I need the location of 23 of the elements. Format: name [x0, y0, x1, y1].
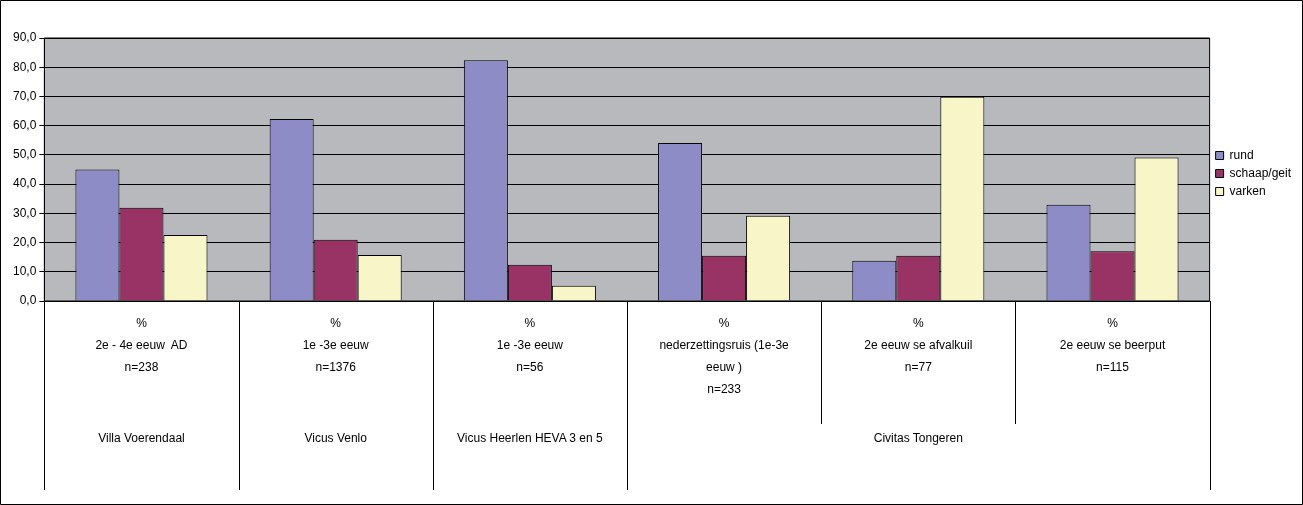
y-tick-label: 10,0 — [13, 264, 37, 279]
legend-label: schaap/geit — [1229, 165, 1292, 180]
y-tick-label: 90,0 — [13, 30, 37, 45]
y-tick-label: 40,0 — [13, 176, 37, 191]
legend-label: varken — [1229, 183, 1266, 198]
x-tick-label: % nederzettingsruis (1e-3e eeuw ) n=233 — [659, 316, 790, 397]
x-tick-label: % 1e -3e eeuw n=1376 — [302, 316, 370, 375]
y-tick-label: 20,0 — [13, 234, 37, 249]
y-tick-label: 70,0 — [13, 88, 37, 103]
text: Villa Voerendaal — [98, 431, 185, 446]
text: Vicus Venlo — [304, 431, 368, 446]
x-tick-label: % 2e - 4e eeuw AD n=238 — [95, 316, 188, 375]
x-tick-label: % 2e eeuw se beerput n=115 — [1059, 316, 1166, 375]
y-tick-label: 50,0 — [13, 147, 37, 162]
x-tick-label: % 2e eeuw se afvalkuil n=77 — [864, 316, 973, 375]
legend-label: rund — [1229, 147, 1254, 162]
text: Civitas Tongeren — [873, 431, 963, 446]
y-tick-label: 0,0 — [19, 293, 37, 308]
text: Vicus Heerlen HEVA 3 en 5 — [457, 431, 604, 446]
y-tick-label: 30,0 — [13, 205, 37, 220]
y-tick-label: 60,0 — [13, 117, 37, 132]
y-tick-label: 80,0 — [13, 59, 37, 74]
x-tick-label: % 1e -3e eeuw n=56 — [496, 316, 564, 375]
